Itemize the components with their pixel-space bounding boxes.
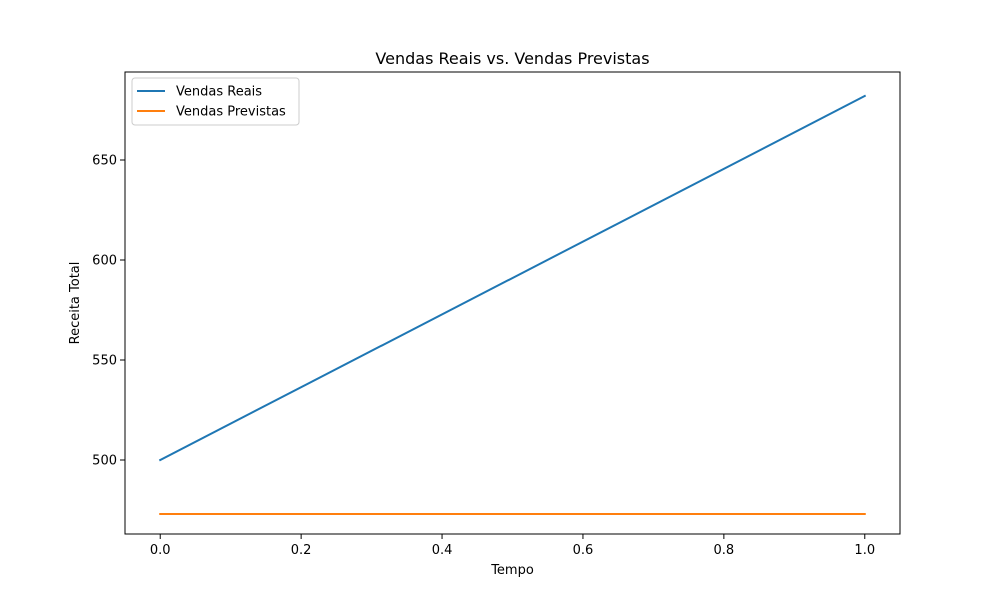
x-tick-label: 0.4 (432, 543, 453, 558)
chart-title: Vendas Reais vs. Vendas Previstas (375, 49, 649, 68)
y-tick-label: 550 (92, 354, 117, 369)
series-line-1 (158, 94, 867, 462)
y-axis: 500 550 600 650 (92, 154, 125, 469)
x-tick-label: 0.6 (573, 543, 594, 558)
x-tick-label: 0.8 (714, 543, 735, 558)
legend-label-2: Vendas Previstas (176, 105, 286, 120)
y-tick-label: 600 (92, 254, 117, 269)
x-tick-label: 1.0 (854, 543, 875, 558)
legend: Vendas Reais Vendas Previstas (131, 77, 300, 126)
y-tick-label: 650 (92, 154, 117, 169)
y-axis-label: Receita Total (68, 262, 83, 345)
x-tick-label: 0.0 (150, 543, 171, 558)
plot-frame (124, 71, 901, 535)
x-axis: 0.0 0.2 0.4 0.6 0.8 1.0 (150, 534, 875, 558)
plot-area (158, 94, 867, 515)
legend-box (131, 77, 300, 126)
x-axis-label: Tempo (490, 563, 534, 578)
legend-label-1: Vendas Reais (176, 85, 262, 100)
x-tick-label: 0.2 (291, 543, 312, 558)
y-tick-label: 500 (92, 454, 117, 469)
